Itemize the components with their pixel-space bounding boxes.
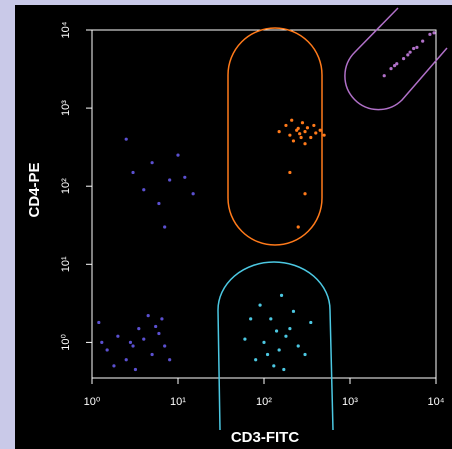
point [191, 192, 195, 196]
point [272, 364, 276, 368]
point [322, 133, 326, 137]
point [150, 352, 154, 357]
point [428, 32, 432, 36]
point [303, 352, 307, 357]
point [288, 133, 292, 137]
point [309, 135, 313, 140]
point [395, 62, 399, 66]
y-tick-label: 10² [60, 178, 72, 194]
point [277, 348, 281, 352]
point [265, 352, 270, 357]
point [100, 340, 104, 344]
point [290, 118, 294, 122]
point [288, 170, 292, 175]
point [274, 329, 279, 333]
point [124, 137, 128, 141]
point [298, 132, 302, 136]
x-tick-label: 10³ [342, 396, 358, 408]
point [303, 142, 307, 146]
y-tick-label: 10⁴ [60, 21, 72, 38]
gate [217, 261, 334, 431]
point [254, 358, 258, 362]
x-tick-label: 10⁴ [428, 396, 445, 408]
point [249, 317, 253, 321]
point [303, 192, 307, 196]
point [163, 225, 167, 229]
point [421, 39, 425, 43]
point [389, 67, 393, 71]
point [305, 126, 310, 130]
point [291, 309, 296, 313]
point [124, 358, 128, 362]
y-tick-label: 10¹ [60, 256, 72, 272]
point [288, 327, 292, 331]
point [284, 123, 288, 128]
point [408, 50, 412, 54]
point [116, 334, 120, 338]
x-axis-title: CD3-FITC [231, 429, 299, 446]
point [262, 340, 266, 344]
point [303, 130, 307, 134]
point [183, 175, 187, 179]
point [176, 153, 180, 157]
point [382, 74, 386, 78]
point [314, 131, 318, 135]
point [160, 317, 164, 321]
point [415, 45, 419, 49]
point [168, 358, 172, 362]
point [432, 31, 436, 35]
point [142, 188, 146, 192]
x-tick-label: 10⁰ [84, 396, 101, 408]
point [279, 293, 284, 297]
y-tick-label: 10⁰ [60, 333, 72, 350]
point [295, 128, 299, 132]
point [282, 367, 286, 372]
point [97, 320, 101, 325]
point [163, 344, 167, 348]
point [277, 130, 281, 134]
y-tick-label: 10³ [60, 100, 72, 116]
y-axis-title: CD4-PE [26, 162, 43, 217]
point [299, 135, 303, 140]
point [269, 317, 273, 321]
point [258, 303, 262, 307]
point [243, 337, 247, 341]
point [300, 121, 305, 125]
point [168, 178, 172, 182]
point [142, 337, 146, 341]
point [296, 344, 300, 348]
point [392, 64, 397, 68]
point [309, 320, 313, 325]
point [154, 324, 158, 329]
x-tick-label: 10¹ [170, 396, 186, 408]
point [133, 367, 138, 372]
panel [15, 5, 452, 449]
point [406, 53, 410, 57]
point [105, 348, 109, 352]
point [318, 128, 322, 132]
point [291, 139, 296, 143]
gate [344, 7, 448, 111]
point [128, 340, 133, 344]
point [150, 161, 154, 165]
point [401, 57, 406, 61]
point [312, 123, 316, 128]
point [112, 364, 116, 368]
point [157, 201, 161, 206]
point [146, 314, 150, 318]
point [137, 327, 141, 331]
point [131, 170, 135, 175]
x-tick-label: 10² [256, 396, 272, 408]
point [412, 46, 416, 51]
point [131, 344, 135, 348]
point [284, 334, 288, 338]
point [296, 225, 300, 229]
point [157, 331, 161, 336]
gate [227, 27, 323, 246]
